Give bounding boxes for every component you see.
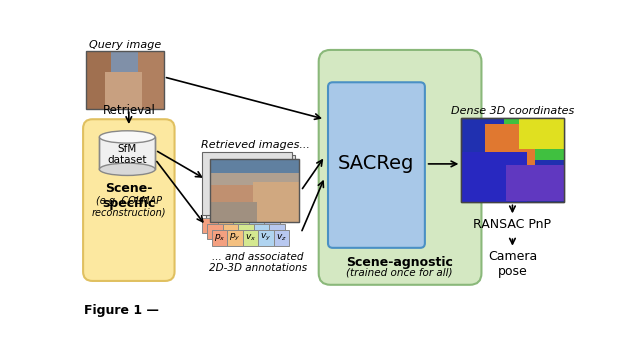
Bar	[86, 51, 111, 109]
Text: SACReg: SACReg	[338, 155, 414, 174]
Bar	[238, 224, 253, 239]
Bar	[243, 230, 259, 246]
Bar	[86, 77, 164, 109]
Bar	[105, 71, 142, 109]
Bar	[274, 230, 289, 246]
FancyBboxPatch shape	[83, 119, 175, 281]
Bar	[461, 118, 564, 202]
Text: (trained once for all): (trained once for all)	[346, 267, 452, 277]
Text: Query image: Query image	[89, 40, 161, 50]
Bar	[461, 152, 527, 202]
Text: Scene-agnostic: Scene-agnostic	[346, 256, 452, 269]
Bar	[269, 224, 285, 239]
Bar	[202, 152, 292, 215]
Bar	[86, 51, 164, 109]
Bar	[234, 218, 249, 233]
Bar	[259, 230, 274, 246]
Bar	[461, 118, 564, 202]
Bar	[504, 118, 564, 160]
Bar	[207, 224, 223, 239]
Bar	[218, 218, 234, 233]
Text: $p_{y}$: $p_{y}$	[229, 232, 241, 243]
Bar	[210, 159, 300, 222]
Bar	[506, 165, 564, 201]
Bar	[264, 218, 280, 233]
Bar	[202, 218, 218, 233]
Text: (e.g. COLMAP
reconstruction): (e.g. COLMAP reconstruction)	[92, 196, 166, 218]
Text: Scene-
specific: Scene- specific	[102, 182, 156, 210]
Bar	[210, 202, 257, 222]
Text: SfM
dataset: SfM dataset	[108, 144, 147, 165]
Bar	[484, 124, 535, 166]
Ellipse shape	[99, 163, 155, 175]
Ellipse shape	[99, 131, 155, 143]
Bar	[86, 51, 164, 109]
Bar	[210, 182, 300, 222]
Text: Retrieved images...: Retrieved images...	[201, 140, 310, 150]
Bar	[138, 51, 164, 109]
Text: ... and associated
2D-3D annotations: ... and associated 2D-3D annotations	[209, 252, 307, 273]
Bar	[227, 230, 243, 246]
Bar	[210, 159, 300, 222]
Bar	[249, 218, 264, 233]
Bar	[223, 224, 238, 239]
Text: $v_{z}$: $v_{z}$	[276, 233, 287, 243]
Bar	[210, 173, 300, 185]
Text: Camera
pose: Camera pose	[488, 250, 537, 278]
Text: Dense 3D coordinates: Dense 3D coordinates	[451, 106, 574, 116]
Text: $v_{x}$: $v_{x}$	[245, 233, 256, 243]
Bar	[206, 156, 296, 219]
FancyBboxPatch shape	[319, 50, 481, 285]
Text: $v_{y}$: $v_{y}$	[260, 232, 271, 243]
Bar	[520, 118, 564, 149]
Bar	[253, 182, 300, 222]
Bar	[253, 224, 269, 239]
Bar	[99, 137, 155, 169]
Bar	[212, 230, 227, 246]
Text: Figure 1 —: Figure 1 —	[84, 304, 159, 317]
Text: Retrieval: Retrieval	[102, 104, 156, 117]
Bar	[86, 51, 164, 77]
FancyBboxPatch shape	[328, 82, 425, 248]
Text: $p_{x}$: $p_{x}$	[214, 232, 225, 243]
Bar	[210, 159, 300, 222]
Text: RANSAC PnP: RANSAC PnP	[474, 218, 552, 231]
